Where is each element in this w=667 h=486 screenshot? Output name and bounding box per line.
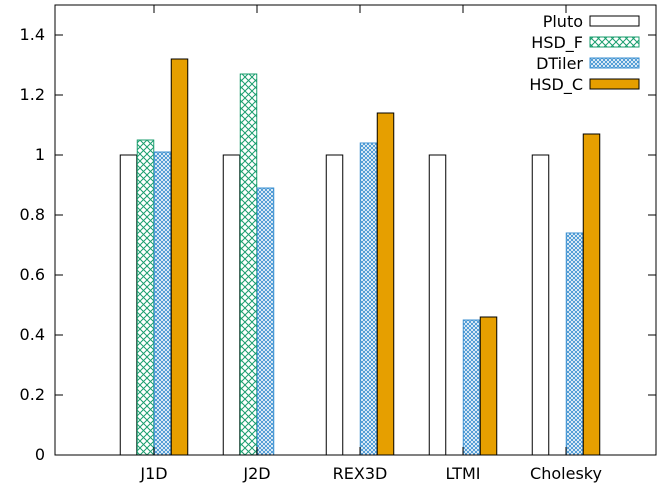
y-tick-label: 0.8 — [20, 205, 45, 224]
bar-hsd_f-j1d — [136, 139, 155, 456]
bar-hsd_c-cholesky — [582, 133, 601, 456]
bar-pluto-rex3d — [325, 154, 344, 456]
legend-label-pluto: Pluto — [543, 12, 583, 31]
bar-dtiler-j1d — [153, 151, 172, 456]
y-tick-label: 0.4 — [20, 325, 45, 344]
bar-pluto-j1d — [119, 154, 138, 456]
x-tick-label: Cholesky — [530, 464, 602, 483]
bar-dtiler-cholesky — [565, 232, 584, 456]
legend-swatch-dtiler — [589, 57, 640, 69]
bar-pluto-ltmi — [428, 154, 447, 456]
y-tick-label: 1.4 — [20, 25, 45, 44]
x-tick-label: REX3D — [333, 464, 388, 483]
x-tick-label: LTMI — [445, 464, 480, 483]
bar-dtiler-ltmi — [462, 319, 481, 456]
y-tick-label: 1.2 — [20, 85, 45, 104]
legend-label-hsd_c: HSD_C — [529, 75, 583, 95]
y-tick-label: 0.2 — [20, 385, 45, 404]
legend-swatch-pluto — [589, 15, 640, 27]
y-tick-label: 0.6 — [20, 265, 45, 284]
bar-dtiler-j2d — [256, 187, 275, 456]
x-tick-label: J1D — [139, 464, 167, 483]
bar-hsd_c-rex3d — [376, 112, 395, 456]
legend-label-hsd_f: HSD_F — [531, 33, 583, 53]
legend-label-dtiler: DTiler — [536, 54, 583, 73]
legend-swatch-hsd_c — [589, 78, 640, 90]
bar-pluto-j2d — [222, 154, 241, 456]
bar-hsd_c-ltmi — [479, 316, 498, 456]
axes-layer: 0 0.2 0.4 0.6 0.8 1 1.2 1.4 J1D J2D REX3D LTMI Chole… — [20, 4, 657, 483]
y-tick-label: 1 — [35, 145, 45, 164]
bar-hsd_c-j1d — [170, 58, 189, 456]
legend-swatch-hsd_f — [589, 36, 640, 48]
bars-layer — [119, 58, 601, 456]
bar-pluto-cholesky — [531, 154, 550, 456]
plot-frame — [54, 4, 657, 456]
y-tick-label: 0 — [35, 445, 45, 464]
bar-hsd_f-j2d — [239, 73, 258, 456]
bar-dtiler-rex3d — [359, 142, 378, 456]
x-tick-label: J2D — [242, 464, 270, 483]
